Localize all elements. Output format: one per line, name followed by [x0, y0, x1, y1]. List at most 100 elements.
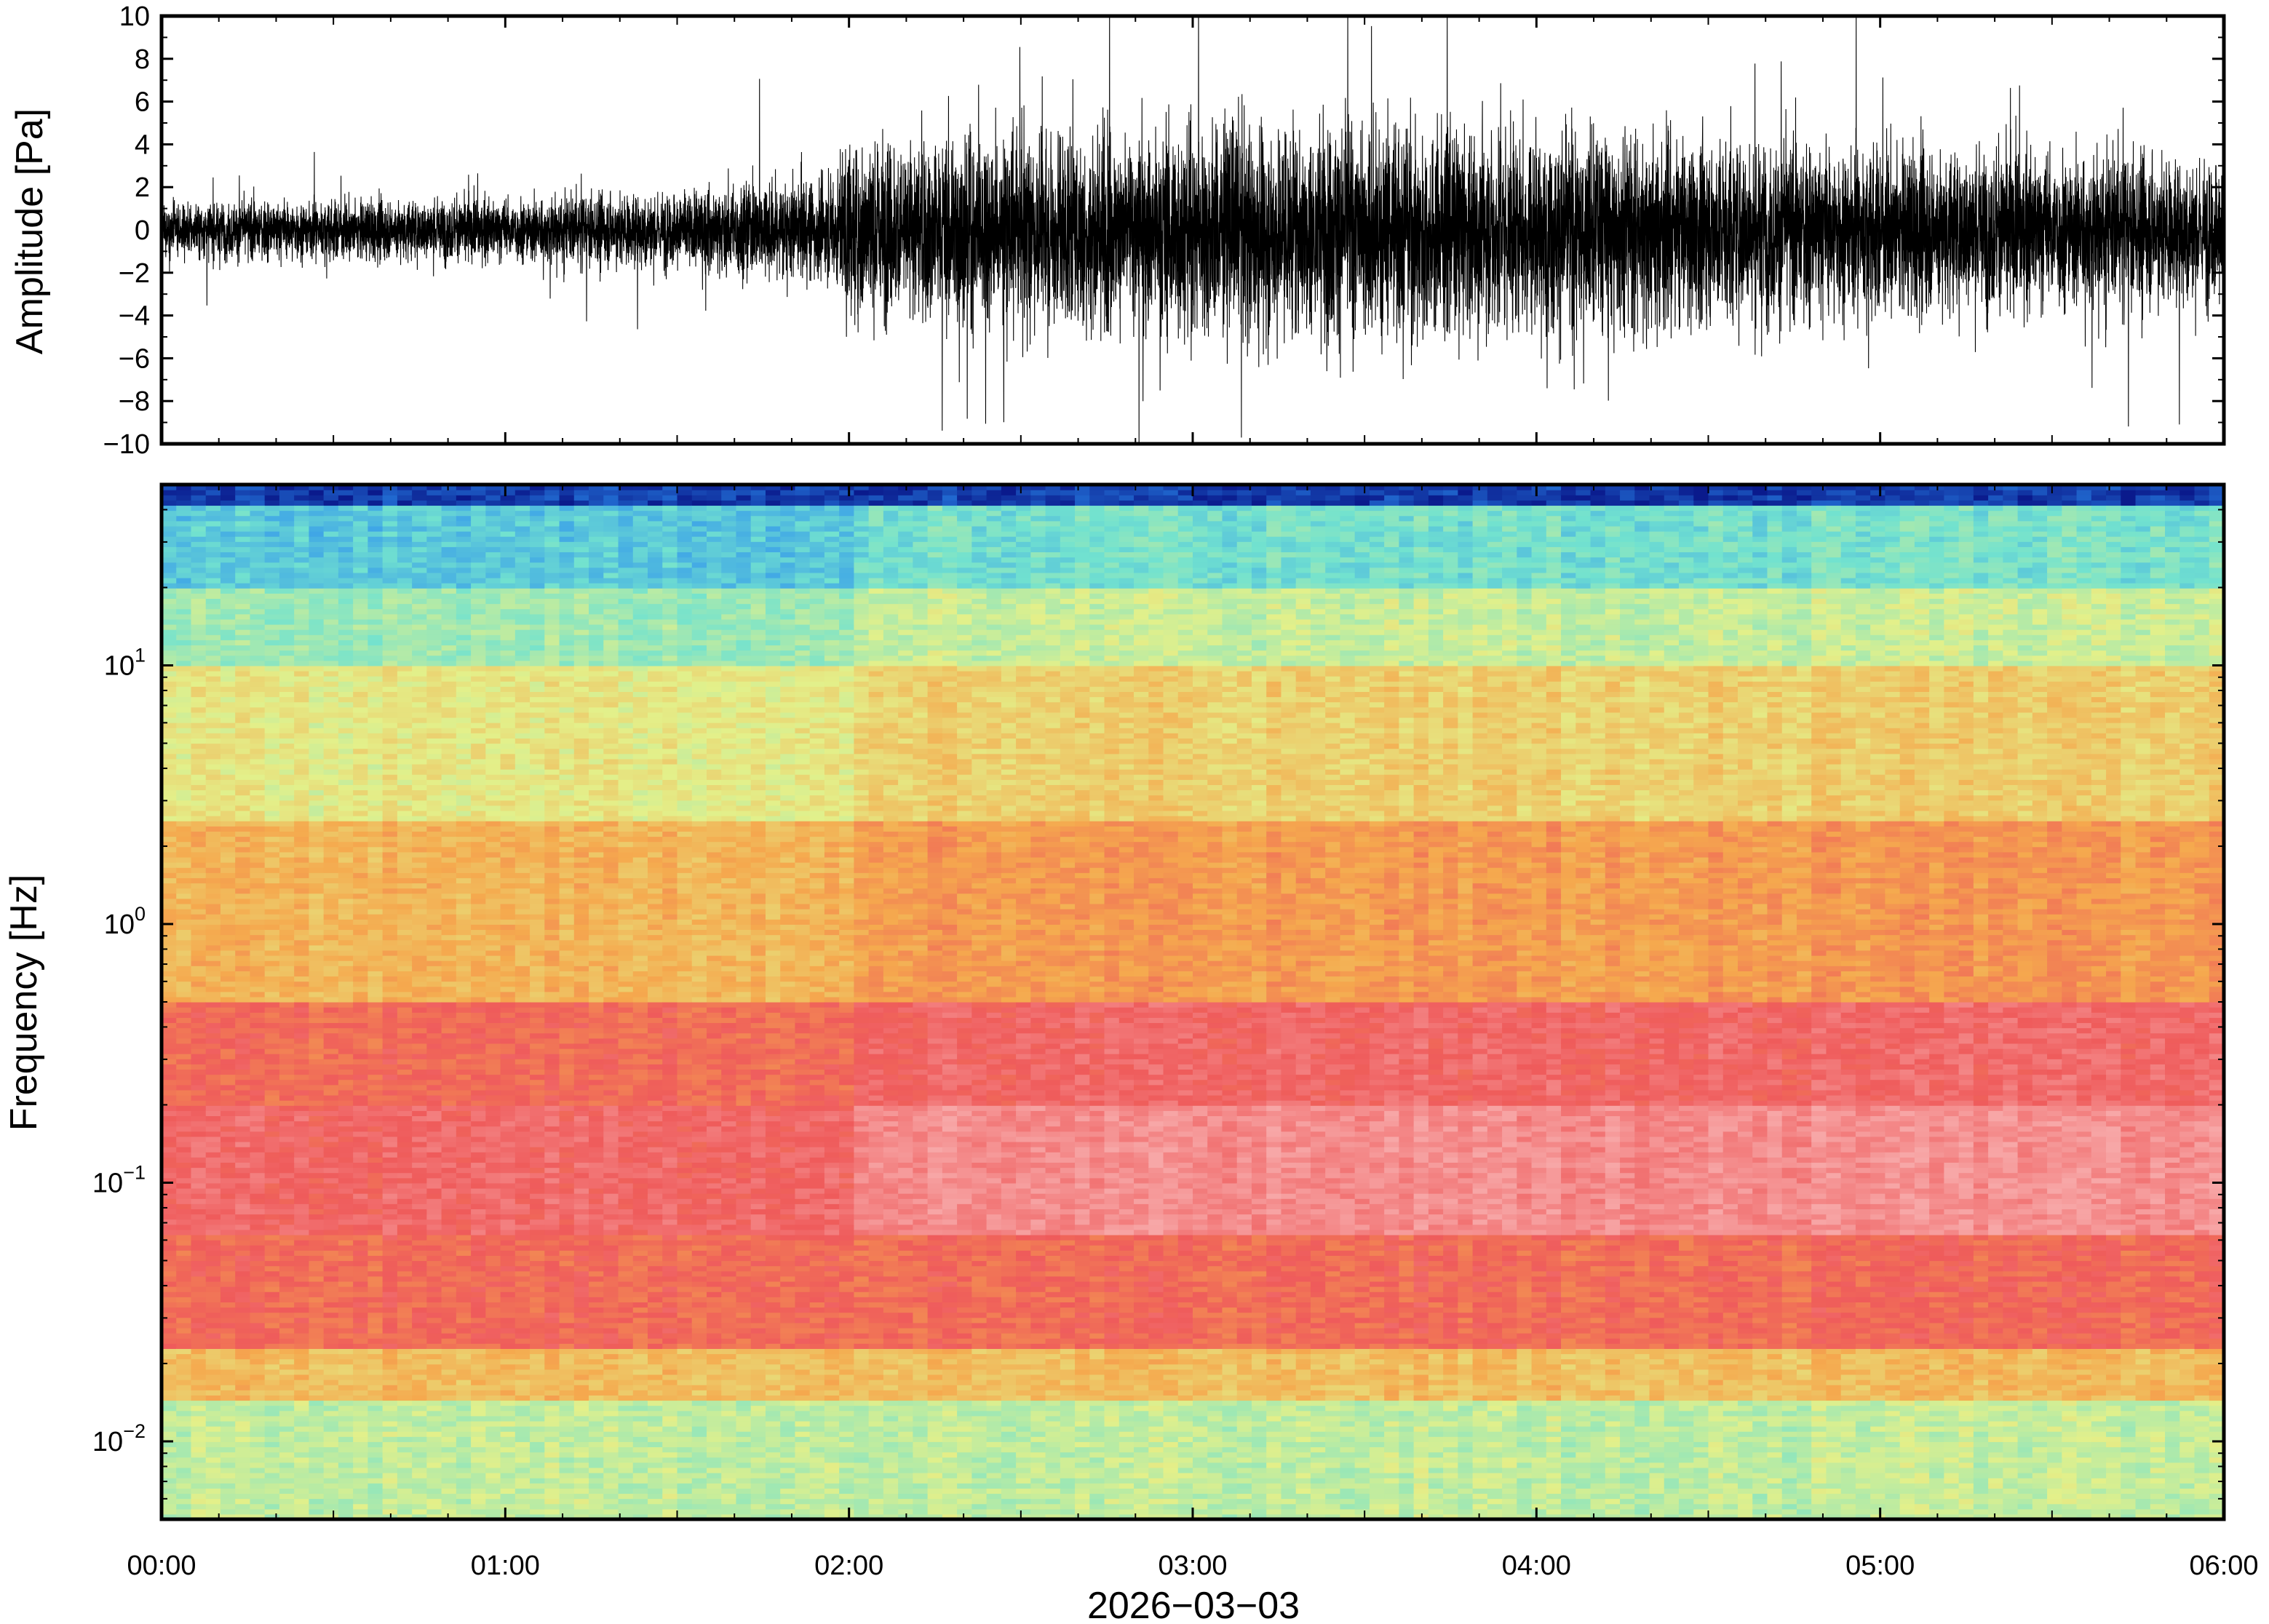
spectrogram-cell: [426, 1503, 442, 1510]
spectrogram-cell: [426, 1064, 442, 1070]
spectrogram-cell: [471, 1152, 486, 1158]
spectrogram-cell: [294, 618, 310, 625]
spectrogram-cell: [441, 1187, 457, 1194]
spectrogram-cell: [367, 934, 384, 941]
spectrogram-cell: [264, 1473, 280, 1478]
spectrogram-cell: [264, 1431, 280, 1437]
spectrogram-cell: [338, 552, 354, 558]
spectrogram-cell: [205, 1121, 221, 1127]
spectrogram-cell: [235, 1048, 251, 1054]
spectrogram-cell: [323, 1059, 339, 1064]
spectrogram-cell: [367, 1167, 384, 1174]
spectrogram-cell: [323, 909, 339, 915]
spectrogram-cell: [205, 1286, 221, 1292]
spectrogram-cell: [353, 996, 368, 1003]
spectrogram-cell: [441, 562, 457, 568]
spectrogram-cell: [294, 1420, 310, 1427]
spectrogram-cell: [485, 851, 501, 858]
spectrogram-cell: [205, 1431, 221, 1437]
spectrogram-cell: [471, 1240, 486, 1246]
spectrogram-cell: [367, 826, 384, 832]
spectrogram-cell: [220, 960, 236, 966]
spectrogram-cell: [485, 520, 501, 527]
spectrogram-cell: [397, 821, 413, 827]
spectrogram-cell: [176, 893, 192, 899]
spectrogram-cell: [176, 728, 192, 733]
spectrogram-cell: [176, 1270, 192, 1277]
spectrogram-cell: [500, 1219, 516, 1225]
spectrogram-cell: [338, 1275, 354, 1282]
spectrogram-cell: [294, 1260, 310, 1267]
spectrogram-cell: [323, 883, 339, 889]
spectrogram-cell: [367, 1054, 384, 1059]
spectrogram-cell: [323, 851, 339, 858]
spectrogram-cell: [471, 510, 486, 517]
spectrogram-cell: [397, 1121, 413, 1127]
spectrogram-cell: [412, 676, 427, 682]
spectrogram-cell: [250, 655, 266, 661]
spectrogram-cell: [235, 1415, 251, 1422]
spectrogram-cell: [162, 696, 177, 703]
spectrogram-cell: [353, 1209, 368, 1215]
spectrogram-cell: [220, 1478, 236, 1484]
spectrogram-cell: [279, 877, 295, 884]
spectrogram-cell: [471, 520, 486, 527]
spectrogram-cell: [500, 991, 516, 998]
spectrogram-cell: [500, 1297, 516, 1302]
spectrogram-cell: [426, 1240, 442, 1246]
spectrogram-cell: [367, 1338, 384, 1344]
spectrogram-cell: [441, 784, 457, 791]
spectrogram-cell: [176, 976, 192, 982]
spectrogram-cell: [309, 1017, 325, 1024]
spectrogram-cell: [235, 613, 251, 620]
spectrogram-cell: [367, 1374, 384, 1380]
spectrogram-cell: [353, 655, 368, 661]
spectrogram-cell: [279, 1048, 295, 1054]
spectrogram-cell: [441, 1054, 457, 1059]
spectrogram-cell: [279, 723, 295, 728]
spectrogram-cell: [264, 670, 280, 677]
spectrogram-cell: [309, 981, 325, 987]
spectrogram-cell: [235, 1084, 251, 1091]
spectrogram-cell: [367, 1074, 384, 1080]
spectrogram-cell: [235, 1400, 251, 1406]
spectrogram-cell: [264, 1338, 280, 1344]
spectrogram-cell: [485, 629, 501, 635]
spectrogram-cell: [441, 1074, 457, 1080]
spectrogram-cell: [471, 1209, 486, 1215]
spectrogram-cell: [309, 1488, 325, 1494]
spectrogram-cell: [309, 1152, 325, 1158]
spectrogram-cell: [235, 867, 251, 873]
spectrogram-cell: [338, 893, 354, 899]
spectrogram-cell: [441, 1017, 457, 1024]
spectrogram-cell: [309, 1219, 325, 1225]
spectrogram-cell: [353, 1017, 368, 1024]
spectrogram-cell: [250, 769, 266, 775]
spectrogram-cell: [205, 1198, 221, 1204]
spectrogram-cell: [220, 1420, 236, 1427]
spectrogram-cell: [353, 723, 368, 728]
spectrogram-cell: [176, 1265, 192, 1272]
spectrogram-cell: [456, 831, 472, 837]
spectrogram-cell: [426, 525, 442, 532]
spectrogram-cell: [397, 1250, 413, 1256]
spectrogram-cell: [367, 520, 384, 527]
spectrogram-cell: [397, 1493, 413, 1500]
spectrogram-cell: [353, 1131, 368, 1137]
spectrogram-cell: [294, 1110, 310, 1117]
spectrogram-cell: [264, 991, 280, 998]
spectrogram-cell: [471, 588, 486, 594]
spectrogram-cell: [220, 1488, 236, 1494]
spectrogram-cell: [397, 1064, 413, 1070]
spectrogram-cell: [205, 1441, 221, 1448]
spectrogram-cell: [456, 1431, 472, 1437]
spectrogram-cell: [471, 877, 486, 884]
spectrogram-cell: [412, 1059, 427, 1064]
spectrogram-cell: [382, 1193, 398, 1199]
spectrogram-cell: [176, 1250, 192, 1256]
spectrogram-cell: [323, 706, 339, 713]
spectrogram-cell: [412, 1182, 427, 1189]
spectrogram-cell: [367, 1436, 384, 1442]
spectrogram-cell: [250, 691, 266, 698]
spectrogram-cell: [264, 515, 280, 522]
